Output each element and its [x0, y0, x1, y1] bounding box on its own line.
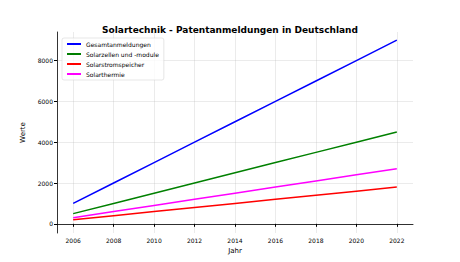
svg-text:Jahr: Jahr: [227, 247, 242, 255]
svg-text:2012: 2012: [187, 237, 202, 244]
svg-text:2018: 2018: [308, 237, 323, 244]
svg-text:2016: 2016: [268, 237, 283, 244]
svg-text:Solarthermie: Solarthermie: [86, 71, 125, 78]
svg-text:2014: 2014: [227, 237, 242, 244]
svg-text:2022: 2022: [389, 237, 404, 244]
svg-text:Gesamtanmeldungen: Gesamtanmeldungen: [86, 41, 151, 49]
svg-text:2000: 2000: [38, 180, 53, 187]
svg-text:4000: 4000: [38, 139, 53, 146]
svg-text:2020: 2020: [349, 237, 364, 244]
svg-text:Solarzellen und -module: Solarzellen und -module: [86, 51, 159, 58]
svg-text:6000: 6000: [38, 98, 53, 105]
svg-text:2010: 2010: [146, 237, 161, 244]
svg-text:2008: 2008: [106, 237, 121, 244]
svg-text:Solarstromspeicher: Solarstromspeicher: [86, 61, 145, 69]
svg-text:2006: 2006: [66, 237, 81, 244]
svg-text:Solartechnik - Patentanmeldung: Solartechnik - Patentanmeldungen in Deut…: [102, 25, 358, 35]
svg-text:Werte: Werte: [19, 122, 27, 143]
svg-text:0: 0: [49, 220, 53, 227]
svg-text:8000: 8000: [38, 57, 53, 64]
